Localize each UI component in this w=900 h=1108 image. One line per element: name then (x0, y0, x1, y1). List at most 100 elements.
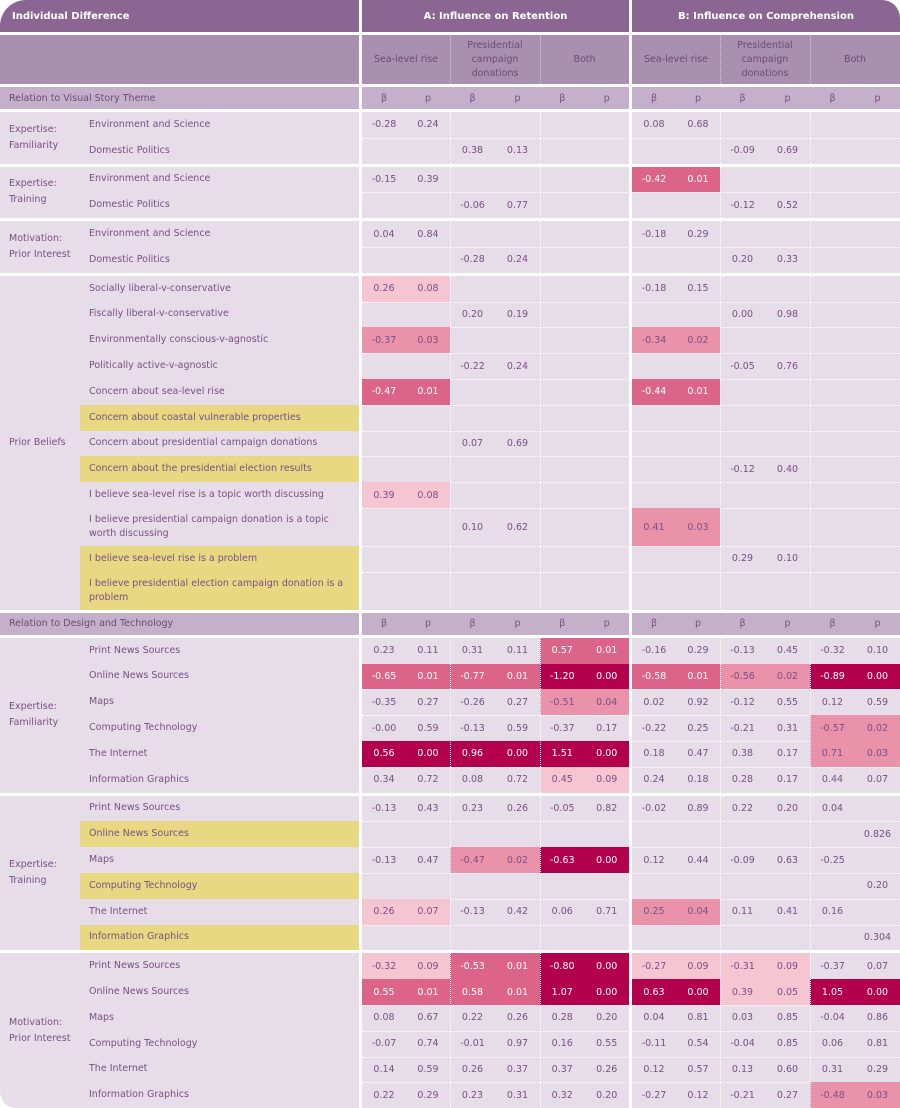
beta-value: -0.12 (730, 696, 755, 708)
group-label: Prior Beliefs (9, 436, 66, 448)
beta-value (450, 873, 495, 899)
p-value: 0.02 (676, 327, 720, 354)
p-value: 0.00 (584, 741, 629, 767)
p-value (676, 353, 720, 379)
beta-value: 0.00 (731, 308, 754, 320)
row-divider (362, 327, 900, 329)
p-value: 0.20 (596, 1012, 618, 1024)
beta-value: -0.47 (362, 379, 406, 405)
row-divider (362, 924, 900, 926)
p-value (676, 192, 720, 218)
beta-value (632, 572, 676, 610)
row-divider (362, 979, 900, 981)
beta-value (540, 192, 585, 218)
p-value: 0.00 (584, 663, 629, 690)
column-divider (540, 166, 541, 219)
p-value: 0.09 (406, 953, 450, 980)
beta-value: -0.37 (820, 960, 845, 972)
p-label: p (874, 92, 881, 104)
p-value (855, 276, 900, 302)
row-label: Online News Sources (80, 821, 359, 848)
p-value (855, 167, 900, 193)
p-value (765, 327, 810, 353)
beta-value: 0.23 (461, 1089, 484, 1101)
beta-value: 0.22 (373, 1089, 395, 1101)
beta-value (450, 276, 495, 302)
beta-value: 0.23 (461, 802, 484, 814)
beta-value: -0.13 (460, 906, 485, 918)
p-value (765, 873, 810, 899)
beta-value: -0.48 (810, 1082, 855, 1108)
p-value (406, 247, 450, 273)
beta-value (540, 138, 585, 164)
p-value: 0.08 (406, 275, 450, 302)
beta-value: -0.28 (371, 119, 397, 131)
p-value (765, 821, 810, 847)
beta-value (632, 192, 676, 218)
p-value: 0.05 (765, 979, 810, 1005)
p-value (495, 821, 540, 847)
row-divider (362, 301, 900, 303)
beta-value: 0.14 (373, 1063, 395, 1075)
header-group-a: A: Influence on Retention (362, 0, 629, 32)
p-value: 0.00 (676, 979, 720, 1005)
p-value (676, 431, 720, 457)
p-value: 0.01 (406, 379, 450, 405)
beta-value: -0.53 (450, 953, 495, 980)
p-value (495, 167, 540, 193)
beta-value (632, 247, 676, 273)
beta-value (810, 112, 855, 138)
row-label: Maps (89, 854, 114, 866)
p-value: 0.33 (776, 254, 799, 266)
beta-label: β (380, 618, 388, 630)
beta-value: -0.42 (632, 166, 676, 193)
p-value: 0.68 (687, 119, 709, 131)
p-value (585, 167, 630, 193)
beta-value (450, 221, 495, 247)
beta-value: 0.55 (362, 979, 406, 1005)
beta-value: -0.26 (460, 696, 485, 708)
row-label: I believe sea-level rise is a topic wort… (89, 489, 324, 501)
beta-value (450, 327, 495, 353)
p-value (585, 112, 630, 138)
p-value: 0.71 (596, 906, 618, 918)
p-value: 0.20 (866, 880, 889, 892)
beta-label: β (739, 92, 746, 104)
p-value: 0.29 (417, 1089, 439, 1101)
p-value: 0.45 (776, 645, 799, 657)
p-value (855, 456, 900, 482)
column-divider (810, 795, 811, 951)
beta-value: 0.39 (362, 482, 406, 508)
group-label: Expertise: Training (9, 858, 57, 886)
beta-value: -0.25 (820, 854, 845, 866)
beta-value (540, 821, 585, 847)
p-value (765, 221, 810, 247)
row-label: Information Graphics (89, 773, 189, 785)
p-value (855, 572, 900, 610)
beta-value (632, 302, 676, 328)
p-label: p (603, 618, 610, 630)
row-label: Information Graphics (80, 924, 359, 951)
beta-value: 0.28 (551, 1012, 573, 1024)
row-divider (362, 689, 900, 691)
beta-value: 0.18 (643, 748, 665, 760)
beta-value (362, 431, 406, 457)
subheader-2: Both (540, 35, 629, 84)
beta-value (810, 925, 855, 951)
beta-value: 1.07 (540, 979, 585, 1005)
p-value (676, 572, 720, 610)
p-value: 0.00 (584, 953, 629, 980)
row-label: Concern about presidential campaign dona… (89, 437, 318, 449)
p-value: 0.98 (776, 308, 799, 320)
p-value: 0.04 (676, 898, 720, 925)
header-group-b: B: Influence on Comprehension (632, 0, 900, 32)
row-divider (362, 821, 900, 823)
beta-value: 0.06 (821, 1038, 844, 1050)
group-label: Expertise: Familiarity (9, 123, 59, 151)
p-value: 0.00 (495, 741, 540, 767)
beta-value: 0.12 (643, 854, 665, 866)
beta-value (720, 405, 765, 431)
column-divider (450, 166, 451, 219)
beta-value: 0.41 (632, 508, 676, 546)
p-value (585, 431, 630, 457)
